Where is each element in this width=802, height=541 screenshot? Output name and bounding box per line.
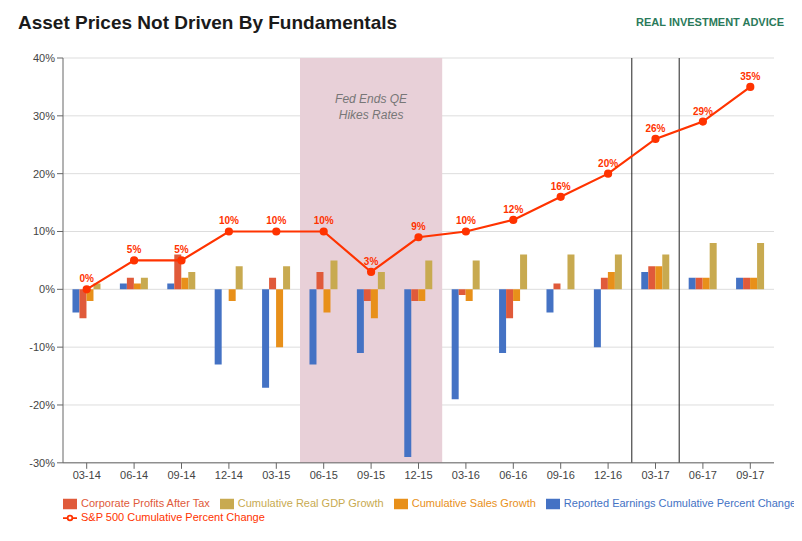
svg-text:20%: 20%	[598, 158, 618, 169]
html-text:Reported Earnings Cumulative P: Reported Earnings Cumulative Percent Cha…	[563, 496, 797, 509]
svg-text:30%: 30%	[33, 110, 55, 122]
html-text:Asset Prices Not Driven By Fun: Asset Prices Not Driven By Fundamentals	[18, 12, 398, 33]
svg-text:40%: 40%	[33, 52, 55, 64]
html-text:Cumulative Sales Growth: Cumulative Sales Growth	[411, 496, 536, 509]
svg-text:06-17: 06-17	[689, 469, 717, 481]
svg-text:5%: 5%	[127, 244, 142, 255]
svg-text:03-14: 03-14	[73, 469, 101, 481]
html-text:S&P 500 Cumulative Percent Cha: S&P 500 Cumulative Percent Change	[81, 510, 265, 523]
html-text:Corporate Profits After Tax: Corporate Profits After Tax	[81, 496, 210, 509]
svg-text:9%: 9%	[411, 221, 426, 232]
svg-text:12-15: 12-15	[404, 469, 432, 481]
svg-text:-10%: -10%	[29, 341, 55, 353]
svg-text:10%: 10%	[219, 215, 239, 226]
svg-text:03-15: 03-15	[262, 469, 290, 481]
svg-text:09-15: 09-15	[357, 469, 385, 481]
svg-text:26%: 26%	[645, 123, 665, 134]
svg-text:06-16: 06-16	[499, 469, 527, 481]
svg-text:03-17: 03-17	[641, 469, 669, 481]
svg-text:10%: 10%	[33, 225, 55, 237]
svg-text:-30%: -30%	[29, 457, 55, 469]
svg-text:10%: 10%	[266, 215, 286, 226]
svg-text:12-16: 12-16	[594, 469, 622, 481]
svg-text:09-14: 09-14	[167, 469, 195, 481]
svg-text:09-16: 09-16	[547, 469, 575, 481]
svg-text:09-17: 09-17	[736, 469, 764, 481]
html-text:Cumulative Real GDP Growth: Cumulative Real GDP Growth	[237, 496, 384, 509]
svg-text:20%: 20%	[33, 168, 55, 180]
svg-text:06-14: 06-14	[120, 469, 148, 481]
svg-text:5%: 5%	[174, 244, 189, 255]
svg-text:35%: 35%	[740, 71, 760, 82]
svg-text:16%: 16%	[551, 181, 571, 192]
svg-text:0%: 0%	[79, 273, 94, 284]
svg-text:-20%: -20%	[29, 399, 55, 411]
svg-text:12%: 12%	[503, 204, 523, 215]
svg-text:3%: 3%	[364, 256, 379, 267]
svg-text:Fed Ends QEHikes Rates: Fed Ends QEHikes Rates	[335, 92, 408, 122]
html-text:REAL INVESTMENT ADVICE: REAL INVESTMENT ADVICE	[636, 16, 784, 28]
svg-text:0%: 0%	[39, 283, 55, 295]
svg-text:10%: 10%	[456, 215, 476, 226]
svg-text:03-16: 03-16	[452, 469, 480, 481]
svg-text:06-15: 06-15	[310, 469, 338, 481]
svg-text:12-14: 12-14	[215, 469, 243, 481]
svg-text:29%: 29%	[693, 106, 713, 117]
svg-text:10%: 10%	[314, 215, 334, 226]
